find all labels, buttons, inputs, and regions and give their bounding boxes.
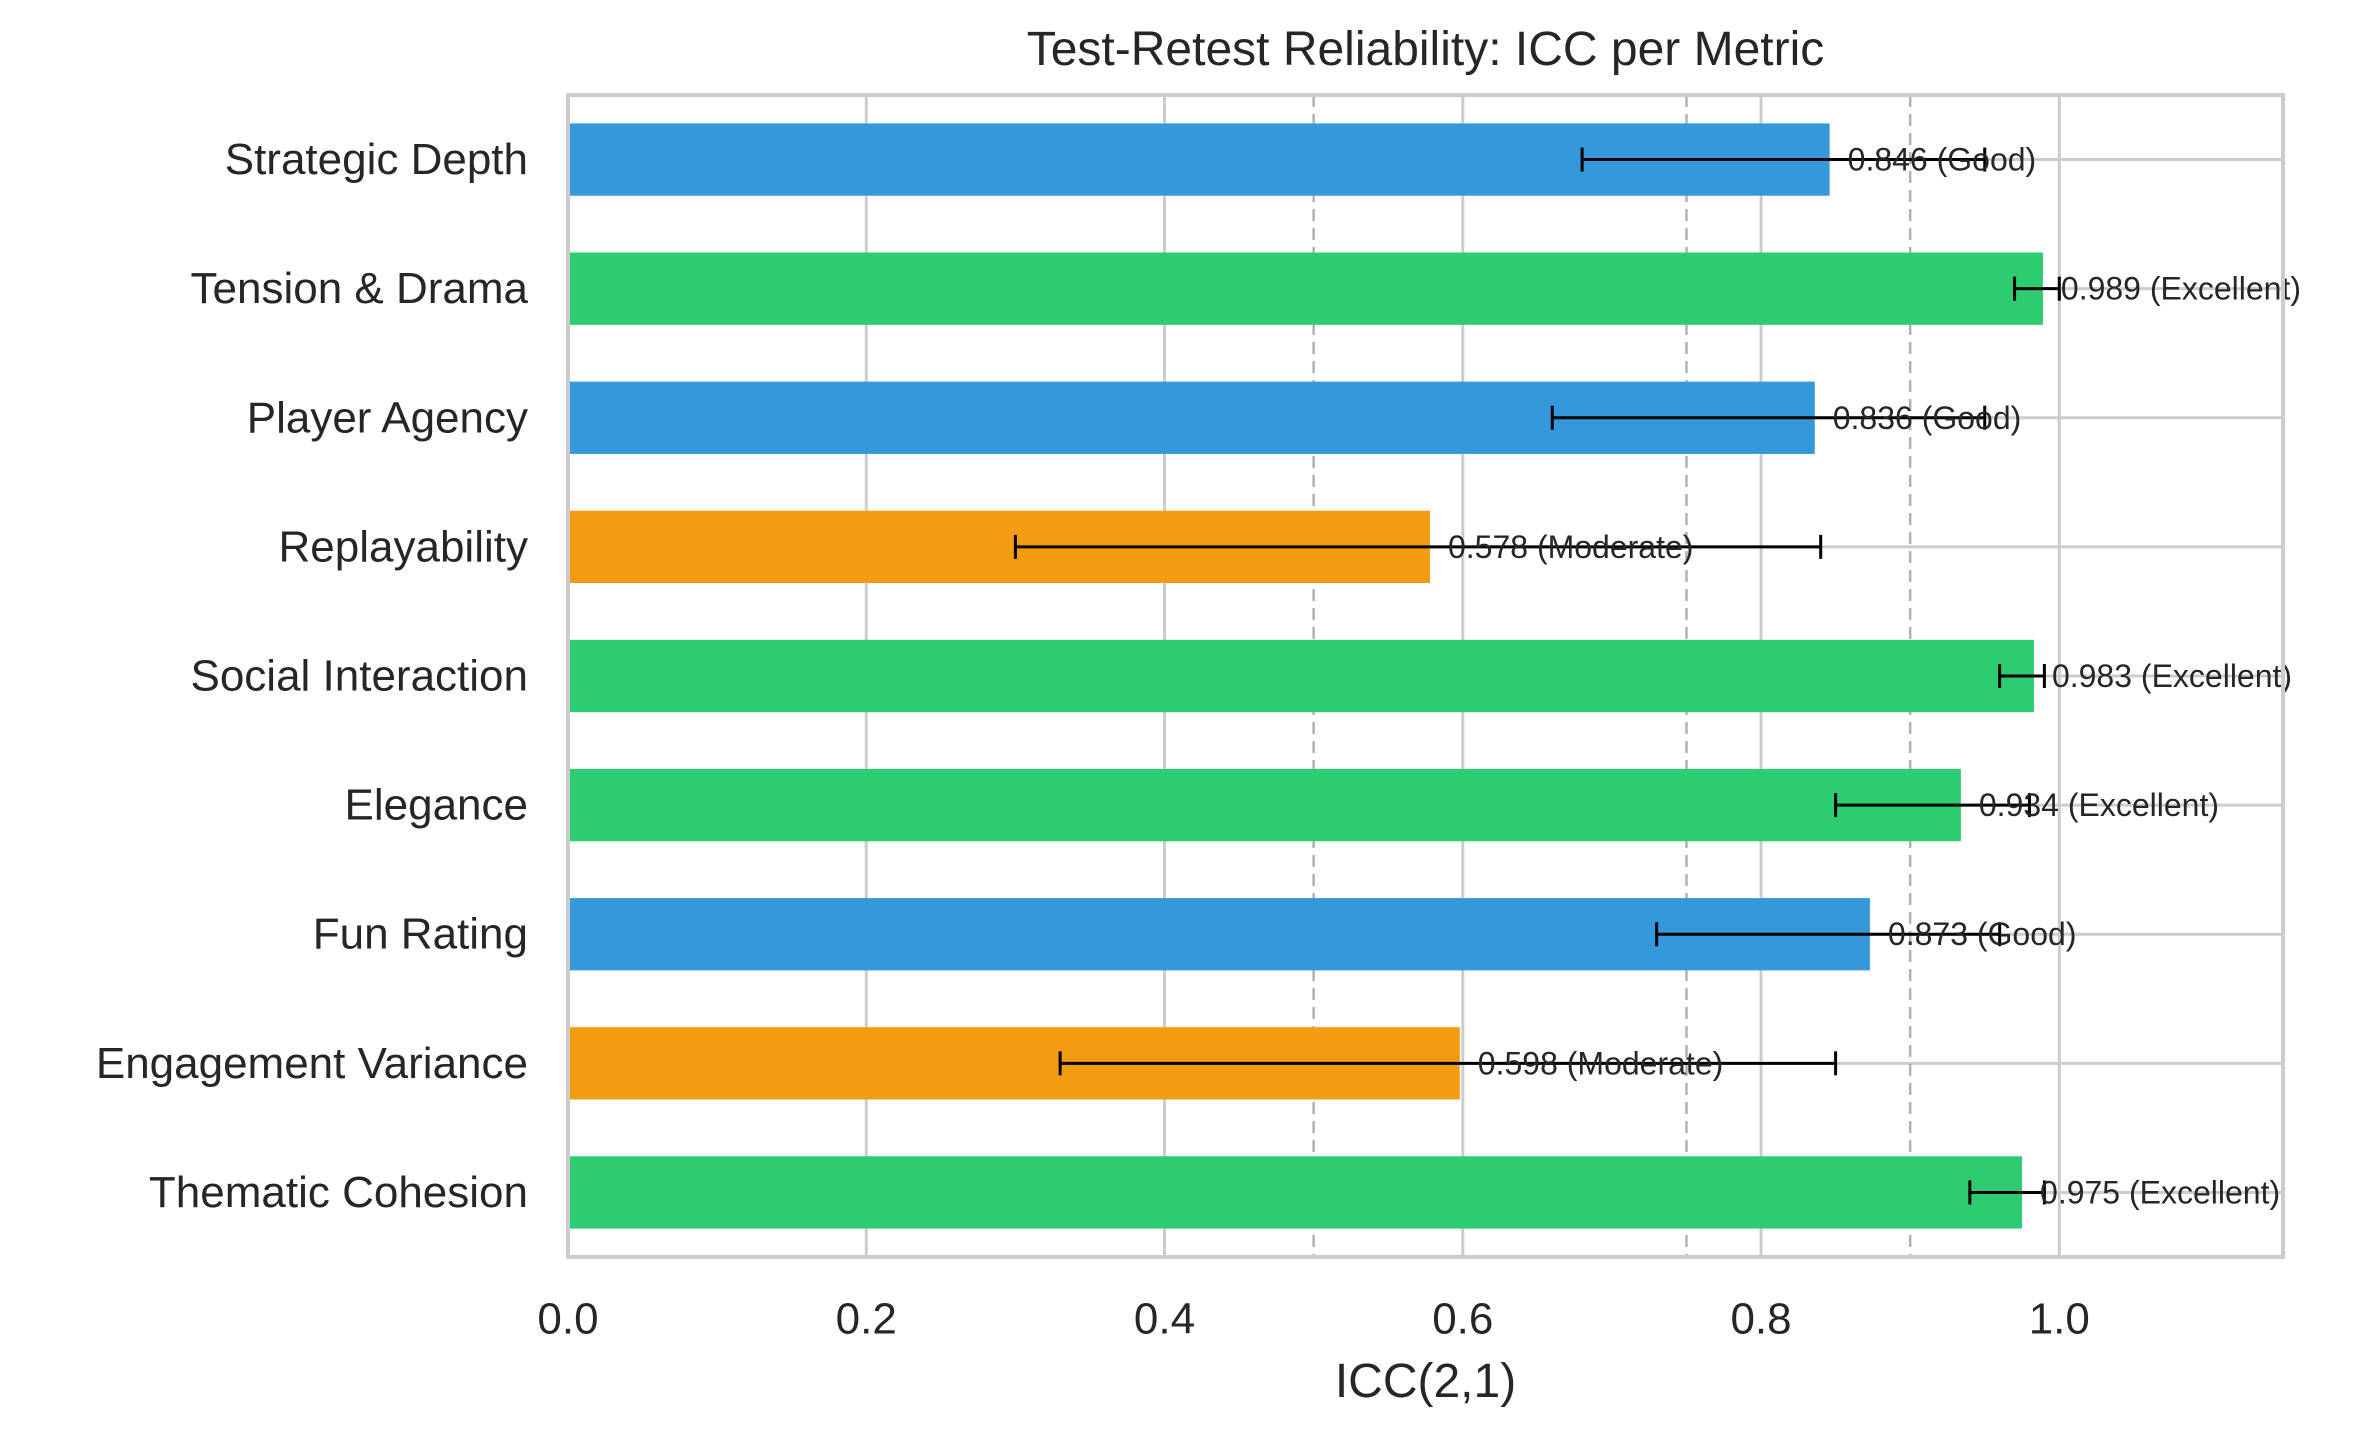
y-tick-label-1: Tension & Drama <box>191 264 529 313</box>
bar-5 <box>568 768 1961 842</box>
value-label-6: 0.873 (Good) <box>1888 916 2077 952</box>
value-label-1: 0.989 (Excellent) <box>2061 271 2301 307</box>
y-tick-label-6: Fun Rating <box>313 910 528 959</box>
x-tick-label-3: 0.6 <box>1432 1295 1493 1344</box>
value-label-8: 0.975 (Excellent) <box>2040 1174 2280 1210</box>
y-tick-label-4: Social Interaction <box>190 652 528 701</box>
plot-frame <box>566 93 2285 1259</box>
bar-8 <box>568 1156 2023 1229</box>
bar-6 <box>568 898 1870 971</box>
bar-1 <box>568 252 2043 325</box>
value-label-4: 0.983 (Excellent) <box>2052 658 2292 694</box>
value-label-2: 0.836 (Good) <box>1833 400 2022 436</box>
x-tick-label-1: 0.2 <box>836 1295 897 1344</box>
x-tick-label-2: 0.4 <box>1134 1295 1195 1344</box>
value-label-0: 0.846 (Good) <box>1848 142 2037 178</box>
x-tick-label-0: 0.0 <box>537 1295 598 1344</box>
x-axis-label: ICC(2,1) <box>1335 1355 1516 1408</box>
y-tick-label-0: Strategic Depth <box>225 135 528 184</box>
bar-4 <box>568 639 2034 713</box>
value-label-5: 0.934 (Excellent) <box>1979 787 2219 823</box>
value-label-3: 0.578 (Moderate) <box>1448 529 1693 565</box>
y-tick-label-3: Replayability <box>279 522 528 571</box>
y-tick-label-2: Player Agency <box>247 393 528 442</box>
y-tick-label-7: Engagement Variance <box>96 1039 528 1088</box>
value-label-7: 0.598 (Moderate) <box>1478 1045 1723 1081</box>
x-tick-label-5: 1.0 <box>2029 1295 2090 1344</box>
x-tick-label-4: 0.8 <box>1730 1295 1791 1344</box>
y-tick-label-5: Elegance <box>345 781 528 830</box>
chart-title: Test-Retest Reliability: ICC per Metric <box>1027 23 1825 76</box>
y-tick-label-8: Thematic Cohesion <box>149 1168 528 1217</box>
